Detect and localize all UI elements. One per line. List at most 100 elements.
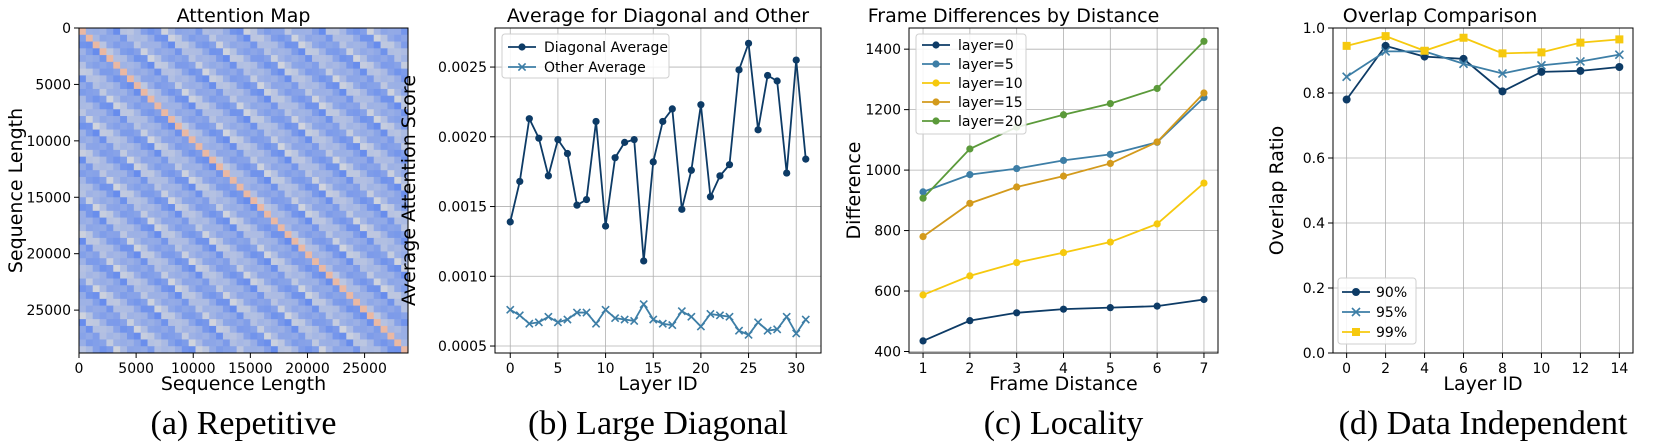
heatmap-cell <box>325 190 334 198</box>
heatmap-cell <box>229 298 238 307</box>
heatmap-cell <box>264 305 272 313</box>
heatmap-cell <box>209 217 217 225</box>
heatmap-cell <box>270 129 279 137</box>
heatmap-cell <box>373 183 381 191</box>
heatmap-cell <box>346 258 354 266</box>
heatmap-cell <box>216 231 224 239</box>
heatmap-cell <box>387 312 395 320</box>
heatmap-cell <box>305 285 313 293</box>
heatmap-cell <box>188 34 196 42</box>
heatmap-cell <box>325 143 334 151</box>
heatmap-cell <box>387 292 395 300</box>
heatmap-cell <box>353 116 361 124</box>
heatmap-cell <box>209 197 217 205</box>
heatmap-cell <box>284 264 292 273</box>
heatmap-cell <box>202 251 210 259</box>
heatmap-cell <box>325 312 334 320</box>
heatmap-cell <box>250 156 258 164</box>
heatmap-cell <box>277 156 286 164</box>
heatmap-cell <box>353 298 361 307</box>
heatmap-cell <box>373 237 381 246</box>
data-point <box>544 312 553 321</box>
heatmap-cell <box>270 298 279 307</box>
heatmap-cell <box>120 163 128 171</box>
heatmap-cell <box>277 292 286 300</box>
heatmap-cell <box>174 95 183 103</box>
heatmap-cell <box>360 244 368 252</box>
heatmap-cell <box>188 176 196 185</box>
legend-marker <box>1352 328 1360 336</box>
heatmap-cell <box>284 258 292 266</box>
heatmap-cell <box>298 204 306 212</box>
heatmap-cell <box>161 75 169 83</box>
heatmap-cell <box>113 48 121 56</box>
heatmap-cell <box>216 88 224 97</box>
heatmap-cell <box>277 88 286 97</box>
heatmap-cell <box>250 68 258 76</box>
data-point <box>621 138 629 146</box>
heatmap-cell <box>312 156 320 164</box>
heatmap-cell <box>154 163 162 171</box>
heatmap-cell <box>229 244 238 252</box>
heatmap-cell <box>243 204 251 212</box>
heatmap-cell <box>380 129 388 137</box>
heatmap-cell <box>216 109 224 117</box>
heatmap-cell <box>161 217 169 225</box>
heatmap-cell <box>181 244 190 252</box>
heatmap-cell <box>113 332 121 340</box>
heatmap-cell <box>380 278 388 286</box>
heatmap-cell <box>133 244 142 252</box>
heatmap-cell <box>147 305 155 313</box>
heatmap-cell <box>346 41 354 49</box>
heatmap-cell <box>126 298 135 307</box>
heatmap-cell <box>243 95 251 103</box>
heatmap-cell <box>250 41 258 49</box>
heatmap-cell <box>394 204 402 212</box>
heatmap-cell <box>325 129 334 137</box>
heatmap-cell <box>85 325 94 334</box>
heatmap-cell <box>202 210 210 218</box>
heatmap-cell <box>99 210 107 218</box>
heatmap-cell <box>394 264 402 273</box>
heatmap-cell <box>181 28 190 36</box>
heatmap-cell <box>181 68 190 76</box>
heatmap-cell <box>161 95 169 103</box>
heatmap-cell <box>126 244 135 252</box>
heatmap-cell <box>181 116 190 124</box>
heatmap-cell <box>243 82 251 90</box>
heatmap-cell <box>360 75 368 83</box>
heatmap-cell <box>353 82 361 90</box>
heatmap-cell <box>339 176 347 185</box>
heatmap-cell <box>270 149 279 158</box>
heatmap-cell <box>147 231 155 239</box>
heatmap-cell <box>394 61 402 70</box>
heatmap-cell <box>147 224 155 232</box>
heatmap-cell <box>229 116 238 124</box>
heatmap-cell <box>79 224 87 232</box>
heatmap-cell <box>209 278 217 286</box>
heatmap-cell <box>92 217 100 225</box>
heatmap-cell <box>298 244 306 252</box>
heatmap-cell <box>229 75 238 83</box>
heatmap-cell <box>325 292 334 300</box>
heatmap-cell <box>79 163 87 171</box>
heatmap-cell <box>216 244 224 252</box>
heatmap-cell <box>222 109 231 117</box>
heatmap-cell <box>106 231 114 239</box>
heatmap-cell <box>168 34 176 42</box>
heatmap-cell <box>113 136 121 144</box>
heatmap-cell <box>264 41 272 49</box>
heatmap-cell <box>106 116 114 124</box>
heatmap-cell <box>229 305 238 313</box>
heatmap-cell <box>120 68 128 76</box>
x-tick-label: 1 <box>919 361 928 377</box>
heatmap-cell <box>202 116 210 124</box>
heatmap-cell <box>174 34 183 42</box>
heatmap-cell <box>236 244 244 252</box>
heatmap-cell <box>264 183 272 191</box>
heatmap-cell <box>401 251 409 259</box>
heatmap-cell <box>126 346 135 354</box>
heatmap-cell <box>305 136 313 144</box>
heatmap-cell <box>188 102 196 110</box>
heatmap-cell <box>380 251 388 259</box>
